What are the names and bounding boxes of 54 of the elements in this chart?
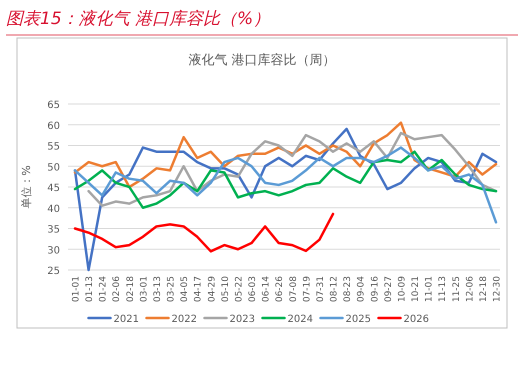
legend-label: 2023 (230, 314, 255, 325)
y-tick-label: 50 (47, 162, 60, 174)
x-tick-label: 01-24 (98, 276, 109, 302)
x-tick-label: 06-26 (275, 276, 286, 302)
y-tick-label: 40 (47, 204, 60, 215)
x-tick-label: 10-21 (411, 276, 422, 302)
x-tick-label: 12-06 (465, 276, 476, 302)
x-tick-label: 06-14 (262, 276, 272, 302)
x-tick-label: 03-13 (152, 276, 163, 302)
line-series (74, 212, 334, 253)
x-tick-label: 09-27 (384, 276, 394, 302)
y-tick-label: 60 (47, 120, 60, 132)
x-tick-label: 11-25 (452, 276, 462, 302)
y-tick-label: 45 (47, 183, 60, 194)
legend-label: 2025 (346, 314, 371, 325)
x-tick-label: 06-03 (248, 276, 258, 302)
x-tick-label: 08-23 (343, 276, 354, 302)
line-series (74, 146, 498, 224)
x-tick-label: 03-01 (139, 276, 150, 302)
y-tick-label: 35 (47, 224, 60, 236)
x-tick-label: 12-30 (492, 276, 502, 302)
x-tick-label: 12-18 (478, 276, 489, 302)
x-tick-label: 03-25 (166, 276, 177, 302)
chart-subtitle: 液化气 港口库容比（周） (188, 52, 336, 68)
legend-label: 2022 (172, 314, 197, 325)
legend-label: 2026 (404, 314, 429, 325)
x-tick-label: 08-12 (330, 276, 340, 302)
x-tick-label: 07-19 (302, 276, 312, 302)
x-tick-label: 01-13 (85, 276, 96, 302)
legend-label: 2021 (114, 314, 139, 325)
legend-label: 2024 (288, 314, 313, 325)
y-axis-title: 单位：% (20, 165, 33, 209)
x-tick-label: 04-17 (194, 276, 204, 302)
x-tick-label: 11-01 (424, 276, 435, 302)
x-tick-label: 11-13 (438, 276, 448, 302)
x-tick-label: 10-09 (397, 276, 408, 302)
line-series (74, 150, 498, 209)
y-tick-label: 65 (47, 100, 60, 111)
x-tick-label: 02-18 (126, 276, 136, 302)
x-tick-label: 02-06 (112, 276, 122, 302)
chart-title: 图表15：液化气 港口库容比（%） (6, 9, 270, 29)
x-tick-label: 07-31 (316, 276, 326, 302)
x-tick-label: 07-08 (288, 276, 299, 302)
y-tick-label: 25 (47, 266, 60, 277)
x-tick-label: 04-05 (180, 276, 190, 302)
y-tick-label: 30 (47, 245, 60, 256)
y-tick-label: 55 (47, 142, 60, 152)
x-tick-label: 01-01 (72, 276, 82, 302)
line-series (87, 132, 498, 207)
x-tick-label: 09-16 (370, 276, 380, 302)
x-tick-label: 04-29 (207, 276, 218, 302)
x-tick-label: 05-22 (234, 276, 244, 302)
x-tick-label: 05-10 (220, 276, 231, 302)
x-tick-label: 09-04 (356, 276, 367, 302)
